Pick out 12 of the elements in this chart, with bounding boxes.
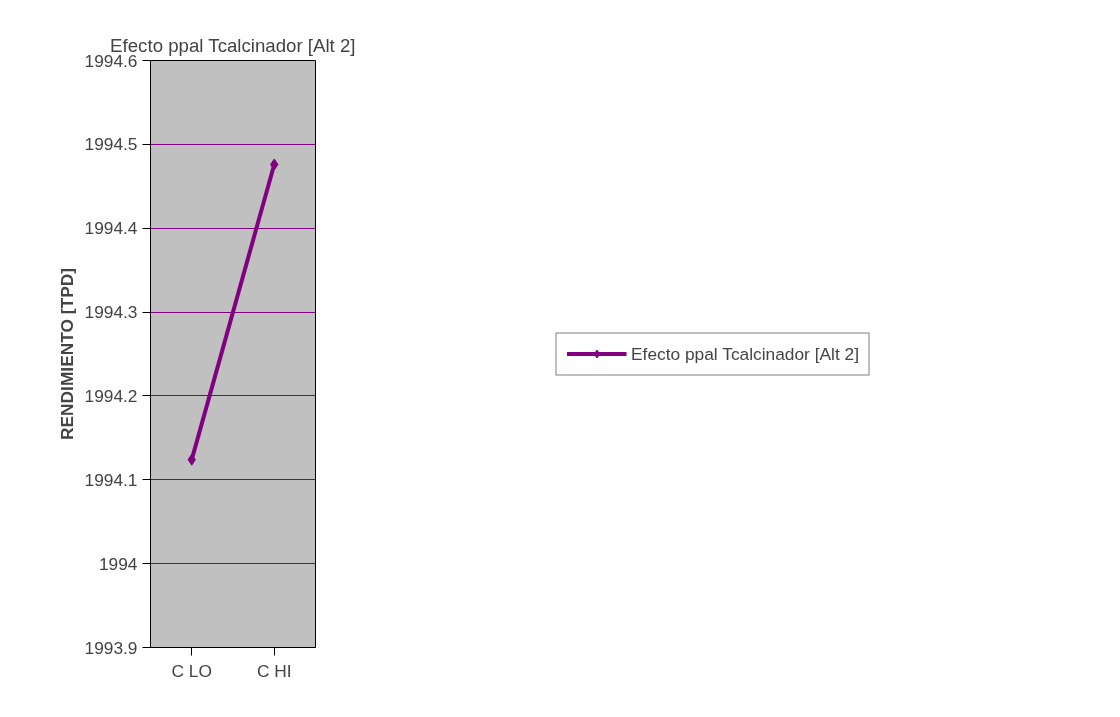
y-axis-title: RENDIMIENTO [TPD] — [56, 268, 77, 440]
y-tick-label: 1994.3 — [84, 302, 138, 323]
y-tick-label: 1993.9 — [84, 637, 138, 658]
y-tick-label: 1994.4 — [84, 218, 138, 239]
x-tick-label: C HI — [256, 660, 292, 681]
y-tick-label: 1994 — [98, 553, 138, 574]
y-tick-label: 1994.5 — [84, 134, 138, 155]
y-tick-label: 1994.1 — [84, 469, 138, 490]
chart-title: Efecto ppal Tcalcinador [Alt 2] — [110, 34, 356, 56]
legend-label: Efecto ppal Tcalcinador [Alt 2] — [631, 343, 859, 364]
y-tick-label: 1994.2 — [84, 385, 138, 406]
x-tick-label: C LO — [171, 660, 212, 681]
